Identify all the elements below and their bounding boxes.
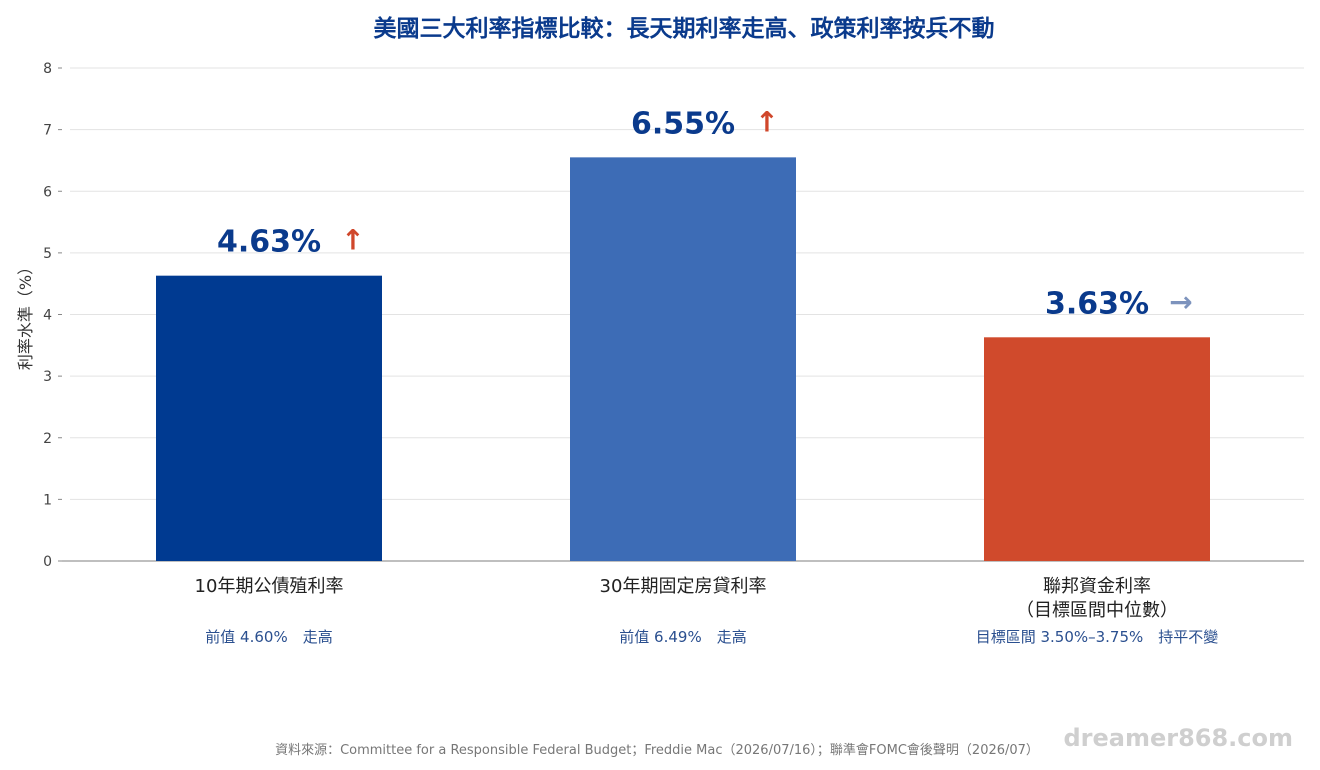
category-label: 聯邦資金利率 (1043, 576, 1151, 597)
y-tick-label: 8 (43, 61, 52, 77)
y-tick-label: 0 (43, 554, 52, 570)
bar (570, 157, 796, 561)
y-tick-label: 7 (43, 123, 52, 139)
bar-note: 前值 4.60% 走高 (205, 628, 332, 646)
y-tick-label: 3 (43, 369, 52, 385)
trend-arrow-icon: ↑ (341, 224, 364, 257)
y-tick-label: 6 (43, 184, 52, 200)
value-label: 3.63% (1045, 286, 1149, 321)
value-label: 6.55% (631, 106, 735, 141)
y-tick-label: 2 (43, 431, 52, 447)
source-note: 資料來源：Committee for a Responsible Federal… (275, 742, 1039, 758)
trend-arrow-icon: ↑ (755, 105, 778, 138)
y-tick-label: 4 (43, 308, 52, 324)
chart-title: 美國三大利率指標比較：長天期利率走高、政策利率按兵不動 (374, 15, 995, 42)
category-label: 10年期公債殖利率 (195, 575, 344, 597)
bars: 4.63% ↑ 6.55% ↑ 3.63% → (156, 105, 1210, 561)
watermark: dreamer868.com (1063, 724, 1293, 752)
bar (156, 275, 382, 561)
y-tick-label: 1 (43, 492, 52, 508)
y-axis-label: 利率水準（%） (16, 259, 35, 370)
bar-note: 目標區間 3.50%–3.75% 持平不變 (976, 628, 1219, 646)
value-label: 4.63% (217, 225, 321, 260)
trend-arrow-icon: → (1169, 285, 1192, 318)
category-label-line2: （目標區間中位數） (1016, 600, 1178, 621)
bar (984, 337, 1210, 561)
category-label: 30年期固定房貸利率 (600, 576, 767, 597)
y-tick-label: 5 (43, 246, 52, 262)
bar-note: 前值 6.49% 走高 (619, 628, 746, 646)
